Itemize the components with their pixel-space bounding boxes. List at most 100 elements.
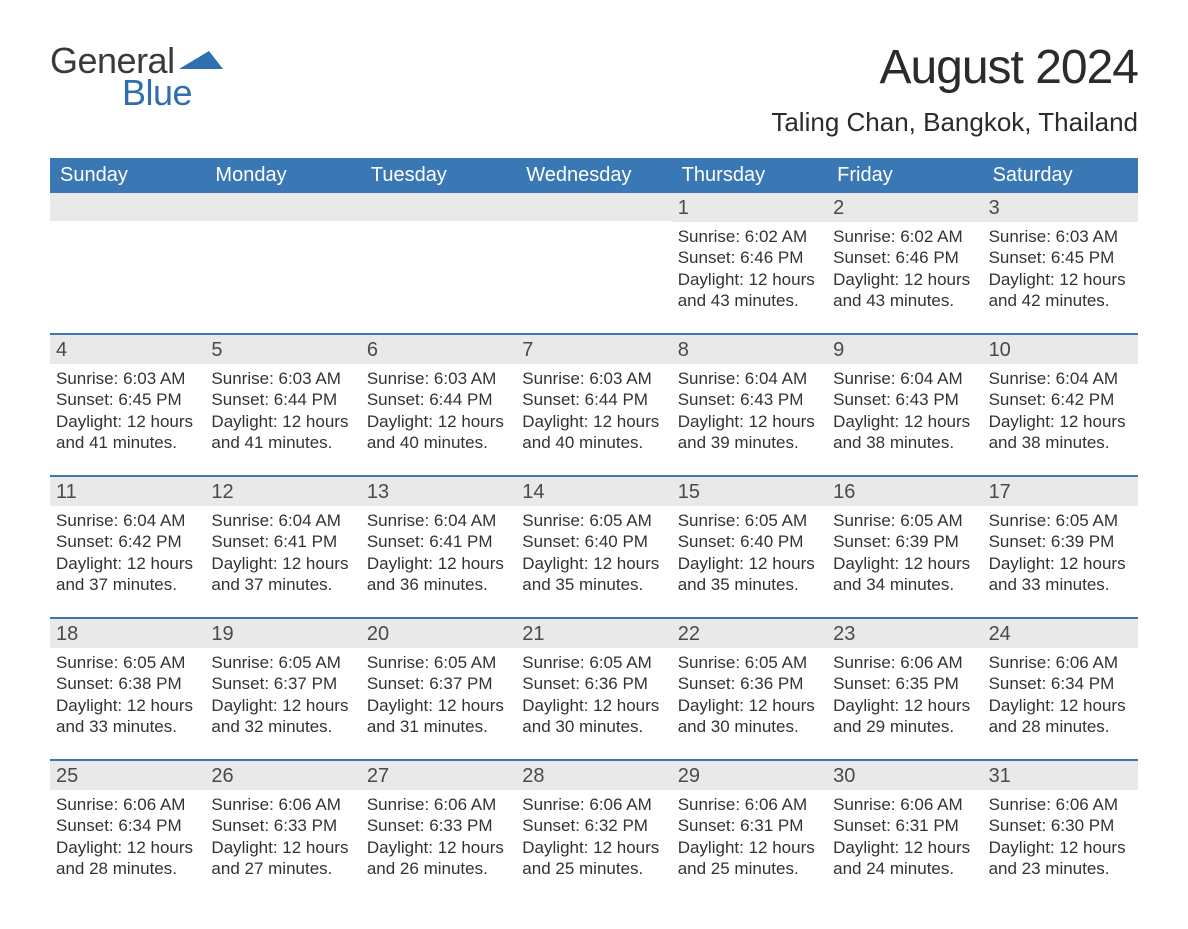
- calendar-day-cell: 17Sunrise: 6:05 AMSunset: 6:39 PMDayligh…: [983, 477, 1138, 615]
- day-sunrise: Sunrise: 6:06 AM: [678, 794, 819, 815]
- brand-logo: General Blue: [50, 40, 227, 114]
- calendar-day-cell: 7Sunrise: 6:03 AMSunset: 6:44 PMDaylight…: [516, 335, 671, 473]
- calendar-day-cell: 6 Sunrise: 6:03 AMSunset: 6:44 PMDaylight…: [361, 335, 516, 473]
- calendar-day-cell: 13Sunrise: 6:04 AMSunset: 6:41 PMDayligh…: [361, 477, 516, 615]
- day-number: 21: [522, 623, 544, 645]
- day-day2: and 24 minutes.: [833, 858, 974, 879]
- day-day1: Daylight: 12 hours: [56, 837, 197, 858]
- day-sunset: Sunset: 6:30 PM: [989, 815, 1130, 836]
- day-day2: and 37 minutes.: [211, 574, 352, 595]
- day-day1: Daylight: 12 hours: [678, 695, 819, 716]
- title-block: August 2024 Taling Chan, Bangkok, Thaila…: [771, 40, 1138, 138]
- calendar-day-cell: 10Sunrise: 6:04 AMSunset: 6:42 PMDayligh…: [983, 335, 1138, 473]
- day-sunset: Sunset: 6:46 PM: [678, 247, 819, 268]
- day-number: 25: [56, 765, 78, 787]
- day-number: 20: [367, 623, 389, 645]
- calendar-day-cell: 25Sunrise: 6:06 AMSunset: 6:34 PMDayligh…: [50, 761, 205, 899]
- calendar-header-row: Sunday Monday Tuesday Wednesday Thursday…: [50, 158, 1138, 193]
- daynum-empty: [205, 193, 360, 221]
- day-number: 5: [211, 339, 222, 361]
- calendar-day-cell: 23Sunrise: 6:06 AMSunset: 6:35 PMDayligh…: [827, 619, 982, 757]
- day-day2: and 38 minutes.: [833, 432, 974, 453]
- calendar-day-cell: 19Sunrise: 6:05 AMSunset: 6:37 PMDayligh…: [205, 619, 360, 757]
- day-number: 16: [833, 481, 855, 503]
- daynum-row: 19: [205, 619, 360, 648]
- day-number: 27: [367, 765, 389, 787]
- day-sunset: Sunset: 6:44 PM: [522, 389, 663, 410]
- day-day2: and 41 minutes.: [211, 432, 352, 453]
- day-number: 23: [833, 623, 855, 645]
- day-sunset: Sunset: 6:43 PM: [678, 389, 819, 410]
- day-day2: and 37 minutes.: [56, 574, 197, 595]
- day-header: Friday: [827, 158, 982, 193]
- calendar-week-row: 25Sunrise: 6:06 AMSunset: 6:34 PMDayligh…: [50, 759, 1138, 899]
- calendar-day-cell: 9Sunrise: 6:04 AMSunset: 6:43 PMDaylight…: [827, 335, 982, 473]
- calendar-day-cell: 12Sunrise: 6:04 AMSunset: 6:41 PMDayligh…: [205, 477, 360, 615]
- daynum-row: 21: [516, 619, 671, 648]
- day-number: 19: [211, 623, 233, 645]
- calendar-week-row: 11Sunrise: 6:04 AMSunset: 6:42 PMDayligh…: [50, 475, 1138, 615]
- day-sunset: Sunset: 6:33 PM: [211, 815, 352, 836]
- daynum-empty: [516, 193, 671, 221]
- day-day1: Daylight: 12 hours: [367, 695, 508, 716]
- day-number: 31: [989, 765, 1011, 787]
- day-header: Sunday: [50, 158, 205, 193]
- calendar-day-cell: 11Sunrise: 6:04 AMSunset: 6:42 PMDayligh…: [50, 477, 205, 615]
- month-title: August 2024: [771, 40, 1138, 95]
- calendar-day-cell: 30Sunrise: 6:06 AMSunset: 6:31 PMDayligh…: [827, 761, 982, 899]
- calendar-day-cell: 1Sunrise: 6:02 AMSunset: 6:46 PMDaylight…: [672, 193, 827, 331]
- day-day1: Daylight: 12 hours: [56, 553, 197, 574]
- day-day1: Daylight: 12 hours: [522, 837, 663, 858]
- calendar-page: General Blue August 2024 Taling Chan, Ba…: [0, 0, 1188, 929]
- day-day2: and 36 minutes.: [367, 574, 508, 595]
- day-day2: and 29 minutes.: [833, 716, 974, 737]
- daynum-row: 26: [205, 761, 360, 790]
- day-sunrise: Sunrise: 6:02 AM: [833, 226, 974, 247]
- calendar-week-row: 4Sunrise: 6:03 AMSunset: 6:45 PMDaylight…: [50, 333, 1138, 473]
- day-day1: Daylight: 12 hours: [833, 411, 974, 432]
- calendar-day-cell: 16Sunrise: 6:05 AMSunset: 6:39 PMDayligh…: [827, 477, 982, 615]
- calendar-day-cell: 14Sunrise: 6:05 AMSunset: 6:40 PMDayligh…: [516, 477, 671, 615]
- day-day1: Daylight: 12 hours: [211, 553, 352, 574]
- day-number: 13: [367, 481, 389, 503]
- day-sunset: Sunset: 6:45 PM: [989, 247, 1130, 268]
- day-number: 14: [522, 481, 544, 503]
- day-sunset: Sunset: 6:44 PM: [367, 389, 508, 410]
- daynum-row: 17: [983, 477, 1138, 506]
- day-number: 18: [56, 623, 78, 645]
- day-number: 1: [678, 197, 689, 219]
- weeks-container: 1Sunrise: 6:02 AMSunset: 6:46 PMDaylight…: [50, 193, 1138, 899]
- day-sunrise: Sunrise: 6:05 AM: [56, 652, 197, 673]
- daynum-row: 4: [50, 335, 205, 364]
- day-day1: Daylight: 12 hours: [989, 411, 1130, 432]
- day-day1: Daylight: 12 hours: [989, 695, 1130, 716]
- daynum-row: 6: [361, 335, 516, 364]
- calendar-day-cell: 15Sunrise: 6:05 AMSunset: 6:40 PMDayligh…: [672, 477, 827, 615]
- day-number: 15: [678, 481, 700, 503]
- day-day2: and 43 minutes.: [678, 290, 819, 311]
- day-day1: Daylight: 12 hours: [211, 837, 352, 858]
- day-sunrise: Sunrise: 6:04 AM: [833, 368, 974, 389]
- day-number: 22: [678, 623, 700, 645]
- day-sunrise: Sunrise: 6:06 AM: [989, 794, 1130, 815]
- day-sunset: Sunset: 6:39 PM: [833, 531, 974, 552]
- day-sunrise: Sunrise: 6:03 AM: [367, 368, 508, 389]
- day-day1: Daylight: 12 hours: [678, 269, 819, 290]
- daynum-row: 22: [672, 619, 827, 648]
- day-number: 3: [989, 197, 1000, 219]
- day-day2: and 27 minutes.: [211, 858, 352, 879]
- day-day2: and 34 minutes.: [833, 574, 974, 595]
- day-sunrise: Sunrise: 6:05 AM: [367, 652, 508, 673]
- day-header: Thursday: [672, 158, 827, 193]
- day-sunset: Sunset: 6:33 PM: [367, 815, 508, 836]
- day-sunset: Sunset: 6:44 PM: [211, 389, 352, 410]
- day-sunset: Sunset: 6:36 PM: [522, 673, 663, 694]
- day-sunrise: Sunrise: 6:05 AM: [211, 652, 352, 673]
- daynum-row: 30: [827, 761, 982, 790]
- daynum-empty: [361, 193, 516, 221]
- day-day1: Daylight: 12 hours: [367, 411, 508, 432]
- daynum-row: 31: [983, 761, 1138, 790]
- day-sunrise: Sunrise: 6:04 AM: [678, 368, 819, 389]
- day-sunrise: Sunrise: 6:06 AM: [56, 794, 197, 815]
- day-day2: and 38 minutes.: [989, 432, 1130, 453]
